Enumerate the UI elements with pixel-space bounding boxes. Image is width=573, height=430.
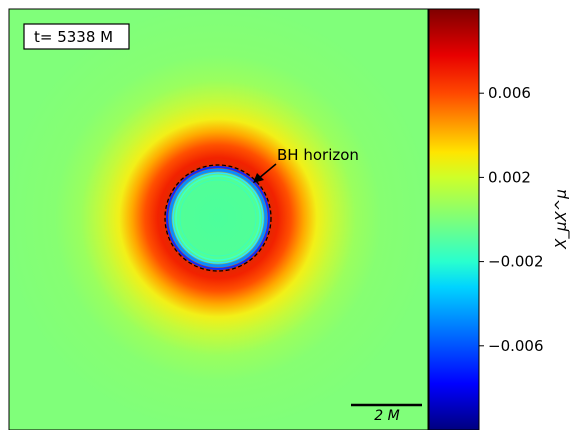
colorbar-tick-label: −0.006: [488, 337, 544, 355]
colorbar: 0.006 0.002 −0.002 −0.006 X_μX^μ: [428, 8, 571, 430]
plot-area: [9, 9, 428, 430]
time-label: t= 5338 M: [34, 28, 113, 46]
time-box: t= 5338 M: [23, 23, 130, 50]
interior-ring-3: [179, 179, 257, 257]
scale-bar: 2 M: [351, 403, 422, 424]
interior-ring-1: [172, 172, 264, 264]
colorbar-tick-label: 0.006: [488, 84, 531, 102]
annotation-label: BH horizon: [277, 146, 359, 164]
annotation-arrow-shaft: [257, 163, 277, 180]
scale-bar-label: 2 M: [374, 408, 399, 424]
horizon-circle: [164, 164, 272, 272]
colorbar-label: X_μX^μ: [552, 189, 571, 250]
horizon-rim-dark: [166, 166, 270, 270]
annotation-arrow-head: [253, 173, 264, 183]
colorbar-gradient: [429, 9, 479, 430]
colorbar-tick-label: −0.002: [488, 253, 544, 271]
annotation-group: BH horizon: [253, 146, 359, 183]
colorbar-frame: [428, 8, 480, 430]
horizon-rim-blue: [168, 168, 268, 268]
interior-ring-2: [175, 175, 261, 261]
colorbar-tick-label: 0.002: [488, 168, 531, 186]
plot-frame: [8, 8, 429, 430]
colorbar-ticks: 0.006 0.002 −0.002 −0.006: [479, 84, 544, 355]
field-heatmap: [9, 9, 428, 430]
